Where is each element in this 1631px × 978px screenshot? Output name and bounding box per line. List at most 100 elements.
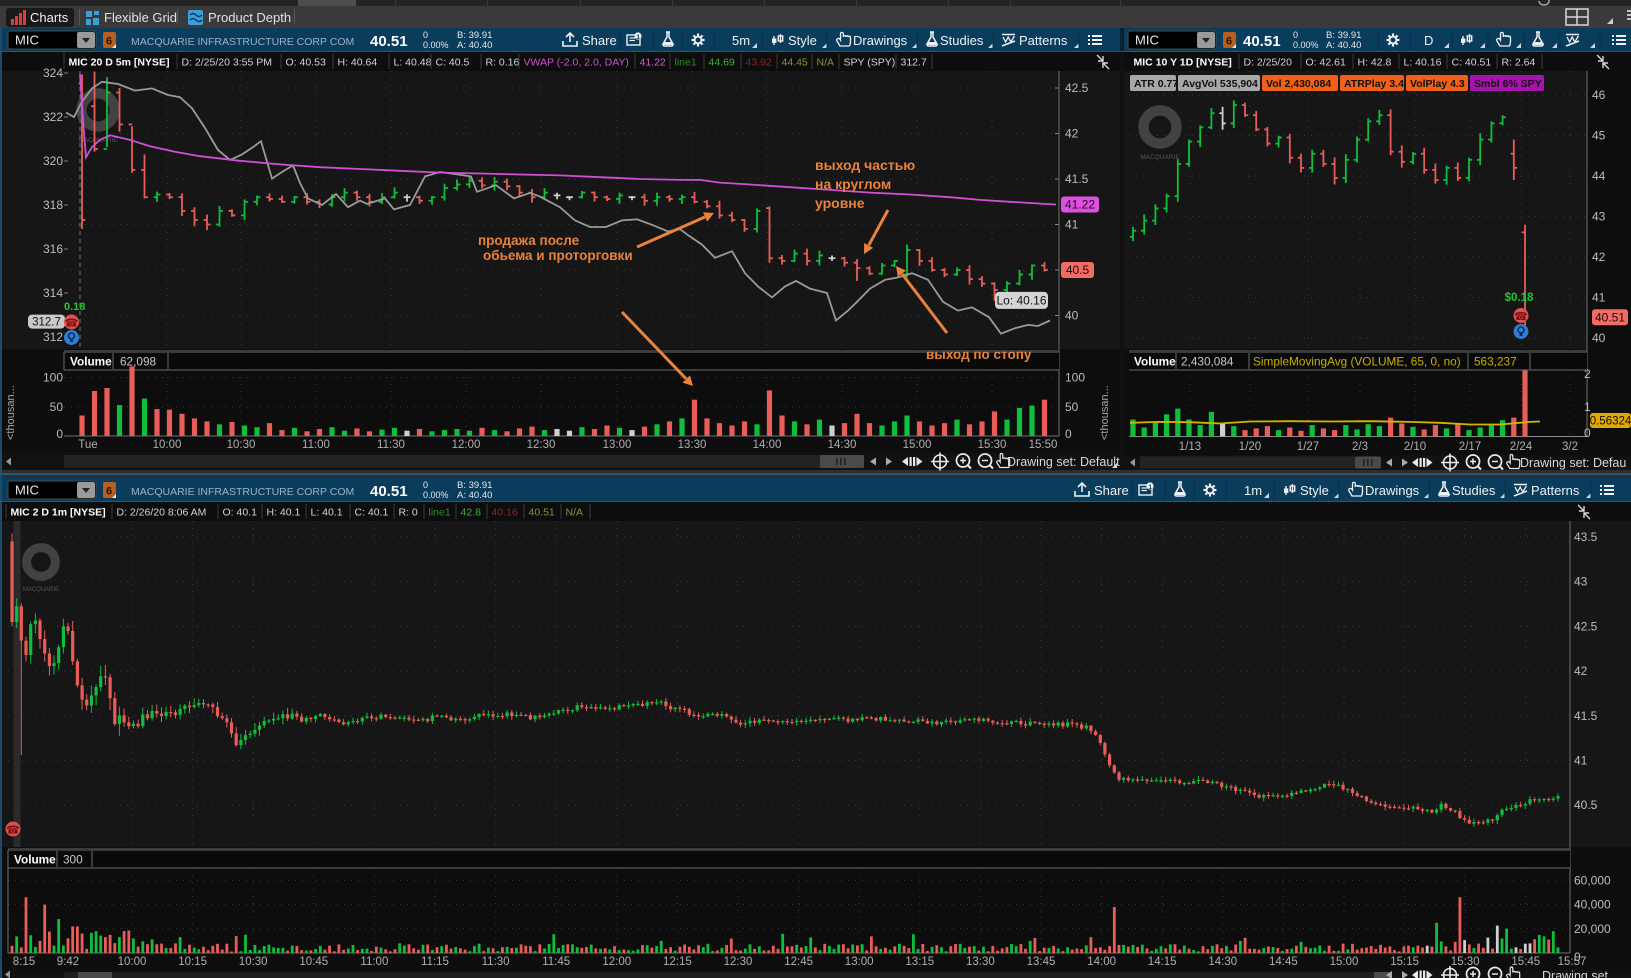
svg-text:R: 0: R: 0 [399, 507, 418, 519]
svg-text:H: 42.8: H: 42.8 [1358, 57, 1392, 69]
svg-text:D: D [1424, 33, 1433, 48]
svg-text:14:30: 14:30 [1208, 956, 1237, 968]
svg-text:AvgVol 535,904: AvgVol 535,904 [1182, 78, 1258, 90]
svg-text:13:45: 13:45 [1027, 956, 1056, 968]
svg-text:40: 40 [1065, 309, 1079, 323]
svg-text:0: 0 [1293, 30, 1298, 40]
svg-text:0.56324: 0.56324 [1590, 416, 1631, 428]
svg-text:O: 40.53: O: 40.53 [286, 57, 326, 69]
svg-text:13:00: 13:00 [603, 439, 632, 451]
svg-text:C: 40.5: C: 40.5 [436, 57, 470, 69]
svg-text:40.5: 40.5 [1066, 263, 1090, 277]
svg-text:13:30: 13:30 [966, 956, 995, 968]
svg-text:41: 41 [1574, 754, 1588, 768]
svg-text:12:00: 12:00 [452, 439, 481, 451]
svg-text:15:15: 15:15 [1390, 956, 1419, 968]
svg-text:10:00: 10:00 [153, 439, 182, 451]
svg-text:0: 0 [1584, 426, 1591, 440]
svg-text:L: 40.1: L: 40.1 [311, 507, 343, 519]
svg-text:MACQUARIE INFRASTRUCTURE CORP: MACQUARIE INFRASTRUCTURE CORP COM [131, 486, 354, 498]
svg-text:20,000: 20,000 [1574, 922, 1611, 936]
svg-text:2: 2 [1584, 367, 1591, 381]
svg-text:13:00: 13:00 [845, 956, 874, 968]
svg-text:Style: Style [1300, 483, 1329, 498]
svg-text:563,237: 563,237 [1474, 355, 1517, 369]
svg-text:40.51: 40.51 [370, 483, 408, 500]
svg-text:10:00: 10:00 [118, 956, 147, 968]
svg-text:43.92: 43.92 [746, 57, 772, 69]
svg-text:316: 316 [43, 242, 63, 256]
svg-text:40.5: 40.5 [1574, 798, 1598, 812]
svg-text:B: 39.91: B: 39.91 [457, 30, 492, 41]
svg-text:Patterns: Patterns [1531, 483, 1580, 498]
svg-text:15:30: 15:30 [978, 439, 1007, 451]
svg-text:314: 314 [43, 286, 63, 300]
svg-text:Smbl 6% SPY: Smbl 6% SPY [1474, 78, 1542, 90]
svg-text:выход по стопу: выход по стопу [926, 347, 1032, 362]
svg-text:A: 40.40: A: 40.40 [457, 40, 492, 51]
svg-text:12:30: 12:30 [527, 439, 556, 451]
svg-text:Product Depth: Product Depth [208, 10, 291, 25]
svg-text:Studies: Studies [940, 33, 984, 48]
svg-text:2/24: 2/24 [1510, 441, 1533, 453]
svg-text:B: 39.91: B: 39.91 [1326, 30, 1361, 41]
svg-text:320: 320 [43, 154, 63, 168]
svg-text:O: 42.61: O: 42.61 [1306, 57, 1346, 69]
svg-text:$0.18: $0.18 [1505, 292, 1534, 304]
svg-text:line1: line1 [675, 57, 697, 69]
svg-text:15:30: 15:30 [1451, 956, 1480, 968]
svg-text:N/A: N/A [817, 57, 835, 69]
svg-text:14:00: 14:00 [1087, 956, 1116, 968]
svg-text:14:45: 14:45 [1269, 956, 1298, 968]
svg-text:1/13: 1/13 [1179, 441, 1201, 453]
svg-text:11:00: 11:00 [360, 956, 388, 968]
svg-text:42.5: 42.5 [1065, 81, 1089, 95]
svg-text:1/20: 1/20 [1239, 441, 1261, 453]
svg-text:H: 40.1: H: 40.1 [267, 507, 301, 519]
svg-text:11:30: 11:30 [377, 439, 405, 451]
svg-text:MIC 10 Y 1D [NYSE]: MIC 10 Y 1D [NYSE] [1134, 57, 1232, 69]
svg-text:9:42: 9:42 [57, 956, 79, 968]
svg-text:1: 1 [1148, 484, 1152, 491]
svg-text:line1: line1 [429, 507, 451, 519]
svg-text:0.00%: 0.00% [423, 490, 449, 500]
svg-text:11:15: 11:15 [421, 956, 449, 968]
svg-text:312: 312 [43, 330, 63, 344]
svg-text:MIC 20 D 5m [NYSE]: MIC 20 D 5m [NYSE] [69, 57, 170, 69]
svg-text:Drawing set: Defau: Drawing set: Defau [1520, 456, 1626, 470]
svg-text:44.69: 44.69 [709, 57, 735, 69]
svg-text:40.51: 40.51 [529, 507, 555, 519]
svg-text:100: 100 [43, 371, 63, 385]
svg-text:62,098: 62,098 [120, 355, 157, 369]
svg-text:Tue: Tue [78, 439, 97, 451]
svg-text:10:45: 10:45 [299, 956, 328, 968]
svg-text:42: 42 [1592, 250, 1606, 264]
svg-text:R: 0.16: R: 0.16 [486, 57, 520, 69]
svg-text:2/3: 2/3 [1352, 441, 1368, 453]
svg-text:Drawing set: Default: Drawing set: Default [1007, 455, 1120, 469]
svg-text:MIC: MIC [1135, 33, 1159, 48]
svg-text:SimpleMovingAvg (VOLUME, 65, 0: SimpleMovingAvg (VOLUME, 65, 0, no) [1253, 355, 1461, 369]
svg-text:Drawings: Drawings [1365, 483, 1420, 498]
svg-text:MACQUARIE: MACQUARIE [23, 587, 59, 593]
svg-text:60,000: 60,000 [1574, 873, 1611, 887]
svg-text:12:15: 12:15 [663, 956, 692, 968]
svg-text:B: 39.91: B: 39.91 [457, 480, 492, 491]
svg-text:12:00: 12:00 [602, 956, 631, 968]
svg-text:☎: ☎ [6, 825, 20, 837]
svg-text:41.5: 41.5 [1574, 709, 1598, 723]
svg-text:15:57: 15:57 [1558, 956, 1587, 968]
svg-text:10:30: 10:30 [227, 439, 256, 451]
svg-text:300: 300 [63, 853, 83, 867]
svg-text:1: 1 [636, 34, 640, 41]
svg-text:10:15: 10:15 [178, 956, 207, 968]
svg-text:☎: ☎ [1514, 311, 1528, 323]
svg-text:11:30: 11:30 [482, 956, 510, 968]
svg-text:C: 40.51: C: 40.51 [1452, 57, 1492, 69]
svg-text:2/17: 2/17 [1459, 441, 1481, 453]
svg-text:50: 50 [1065, 400, 1079, 414]
svg-text:312.7: 312.7 [901, 57, 927, 69]
svg-text:Share: Share [1094, 483, 1129, 498]
svg-text:100: 100 [1065, 371, 1085, 385]
svg-text:VolPlay 4.3: VolPlay 4.3 [1410, 78, 1465, 90]
